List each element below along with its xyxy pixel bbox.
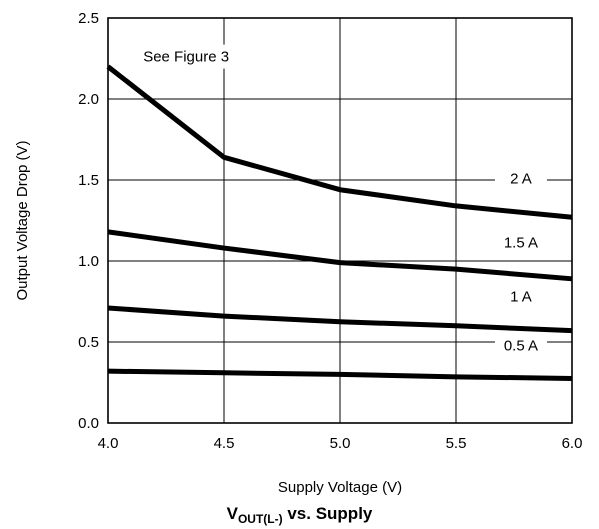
series-label: 1 A [510,289,532,306]
caption-main: V [226,504,238,523]
x-tick-label: 5.5 [446,435,467,452]
series-line-0-5-A [107,368,573,381]
grid [107,17,573,424]
series-label-bg [494,169,547,188]
x-tick-label: 6.0 [562,435,583,452]
y-tick-label: 2.5 [78,10,99,27]
x-tick-label: 4.5 [214,435,235,452]
y-tick-label: 1.5 [78,172,99,189]
annotation-text: See Figure 3 [143,49,229,66]
series-line-1-5-A [107,229,573,282]
x-axis-ticks: 4.0 4.5 5.0 5.5 6.0 [98,435,583,452]
series-label-bg [494,336,547,355]
series-label: 0.5 A [504,338,538,355]
series-group [106,64,573,381]
series-label: 1.5 A [504,235,538,252]
series-label-bg [494,233,547,252]
plot-area [107,17,573,424]
chart-caption: VOUT(L-) vs. Supply [0,504,599,526]
series-line-2-A [106,64,573,220]
y-tick-label: 2.0 [78,91,99,108]
x-tick-label: 5.0 [330,435,351,452]
x-tick-label: 4.0 [98,435,119,452]
y-axis-label: Output Voltage Drop (V) [14,140,31,300]
chart: 2 A 1.5 A 1 A 0.5 A 4.0 4.5 5.0 5.5 6.0 0.0 0.5 1… [14,10,583,496]
series-line-1-A [107,305,573,334]
y-axis-ticks: 0.0 0.5 1.0 1.5 2.0 2.5 [78,10,99,432]
y-tick-label: 0.0 [78,415,99,432]
y-tick-label: 1.0 [78,253,99,270]
y-tick-label: 0.5 [78,334,99,351]
annotations: See Figure 3 [139,44,264,69]
annotation-bg [139,44,264,69]
caption-subscript: OUT(L-) [237,512,283,526]
series-labels: 2 A 1.5 A 1 A 0.5 A [494,169,547,355]
x-axis-label: Supply Voltage (V) [278,479,402,496]
series-label-bg [494,287,547,306]
caption-rest: vs. Supply [282,504,373,523]
series-label: 2 A [510,170,532,187]
